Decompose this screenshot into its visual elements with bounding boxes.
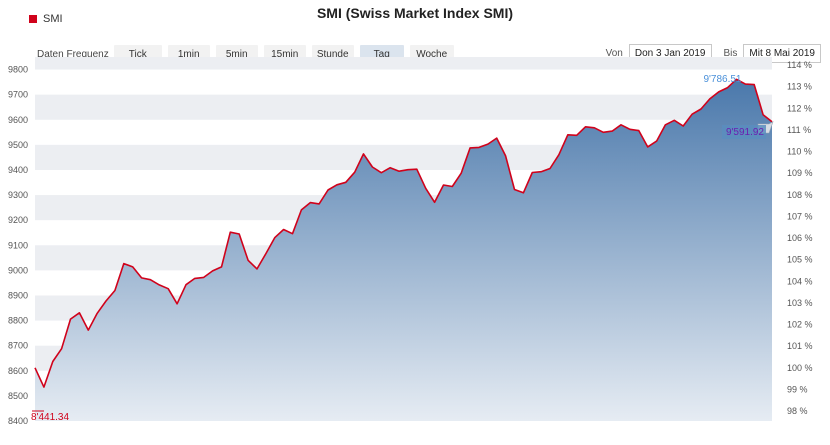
y2-tick-label: 103 % (787, 298, 813, 308)
y2-tick-label: 101 % (787, 341, 813, 351)
y2-tick-label: 113 % (787, 82, 812, 92)
y-tick-label: 9400 (8, 165, 28, 175)
y2-tick-label: 99 % (787, 384, 808, 394)
y-tick-label: 8500 (8, 391, 28, 401)
y-tick-label: 9700 (8, 90, 28, 100)
y2-tick-label: 102 % (787, 320, 813, 330)
y2-tick-label: 104 % (787, 276, 813, 286)
series-line (34, 78, 773, 388)
y2-tick-label: 100 % (787, 363, 813, 373)
frequency-label: Daten Frequenz (37, 49, 109, 60)
legend[interactable]: SMI (29, 13, 63, 25)
min-label: 8'441.34 (31, 412, 69, 423)
series-area (35, 79, 772, 422)
y-tick-label: 9200 (8, 215, 28, 225)
legend-label: SMI (43, 13, 63, 25)
y-tick-label: 9600 (8, 115, 28, 125)
y2-tick-label: 110 % (787, 147, 812, 157)
y2-tick-label: 112 % (787, 103, 812, 113)
grid-band (35, 57, 772, 70)
y2-tick-label: 114 % (787, 60, 812, 70)
chart-title: SMI (Swiss Market Index SMI) (316, 5, 514, 21)
range-to-label: Bis (723, 48, 738, 59)
y-tick-label: 9000 (8, 265, 28, 275)
y-tick-label: 9100 (8, 240, 28, 250)
legend-swatch (29, 15, 37, 23)
y2-tick-label: 98 % (787, 406, 808, 416)
y2-tick-label: 106 % (787, 233, 813, 243)
grid-band (35, 94, 772, 120)
y2-tick-label: 108 % (787, 190, 813, 200)
y-tick-label: 8600 (8, 366, 28, 376)
max-label: 9'786.51 (703, 74, 741, 85)
y2-tick-label: 111 % (787, 125, 811, 135)
y-tick-label: 9800 (8, 65, 28, 75)
y2-tick-label: 109 % (787, 168, 813, 178)
y-tick-label: 8800 (8, 316, 28, 326)
y2-tick-label: 107 % (787, 211, 813, 221)
last-value-badge (722, 125, 766, 139)
y-tick-label: 9500 (8, 140, 28, 150)
y-tick-label: 8900 (8, 290, 28, 300)
y2-tick-label: 105 % (787, 255, 813, 265)
y-tick-label: 8400 (8, 416, 28, 426)
y-tick-label: 8700 (8, 341, 28, 351)
range-from-label: Von (605, 48, 623, 59)
last-value-label: 9'591.92 (726, 127, 764, 138)
y-tick-label: 9300 (8, 190, 28, 200)
